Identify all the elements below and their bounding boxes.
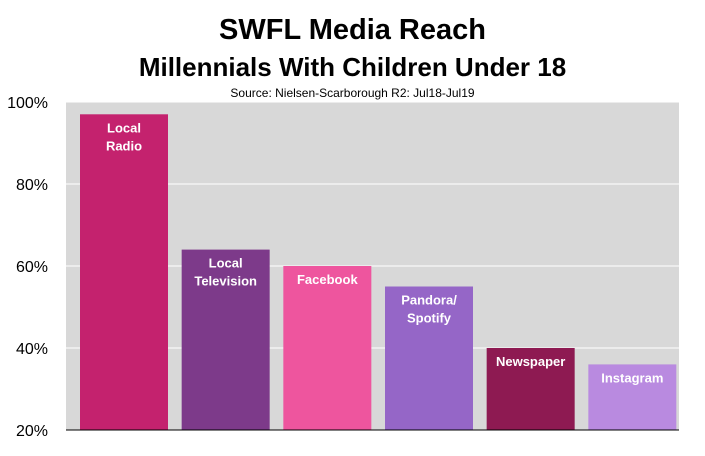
bar-label: Instagram bbox=[601, 370, 663, 385]
bar-label: Local Television bbox=[194, 256, 257, 289]
y-tick-label: 20% bbox=[16, 423, 48, 440]
bar-labels: Local Radio Local Television Facebook Pandora… bbox=[106, 120, 663, 385]
bar-label: Pandora/Spotify bbox=[401, 293, 457, 326]
y-tick-label: 60% bbox=[16, 259, 48, 276]
bar bbox=[181, 249, 270, 430]
chart-title: SWFL Media Reach bbox=[219, 14, 486, 46]
y-tick-label: 40% bbox=[16, 341, 48, 358]
bar-label: Facebook bbox=[297, 272, 358, 287]
chart-subtitle: Millennials With Children Under 18 bbox=[138, 52, 567, 82]
y-axis-ticks: 20% 40% 60% 80% 100% bbox=[7, 95, 48, 440]
bars bbox=[80, 114, 677, 431]
bar-label: Local Radio bbox=[106, 120, 142, 153]
y-tick-label: 80% bbox=[16, 177, 48, 194]
bar bbox=[80, 114, 168, 431]
y-tick-label: 100% bbox=[7, 95, 48, 112]
bar-label: Newspaper bbox=[496, 354, 565, 369]
chart-source-note: Source: Nielsen-Scarborough R2: Jul18-Ju… bbox=[230, 86, 475, 100]
gridlines bbox=[66, 101, 679, 349]
bar bbox=[283, 266, 372, 430]
bar bbox=[385, 286, 473, 430]
bar bbox=[588, 364, 677, 430]
bar bbox=[486, 348, 575, 430]
